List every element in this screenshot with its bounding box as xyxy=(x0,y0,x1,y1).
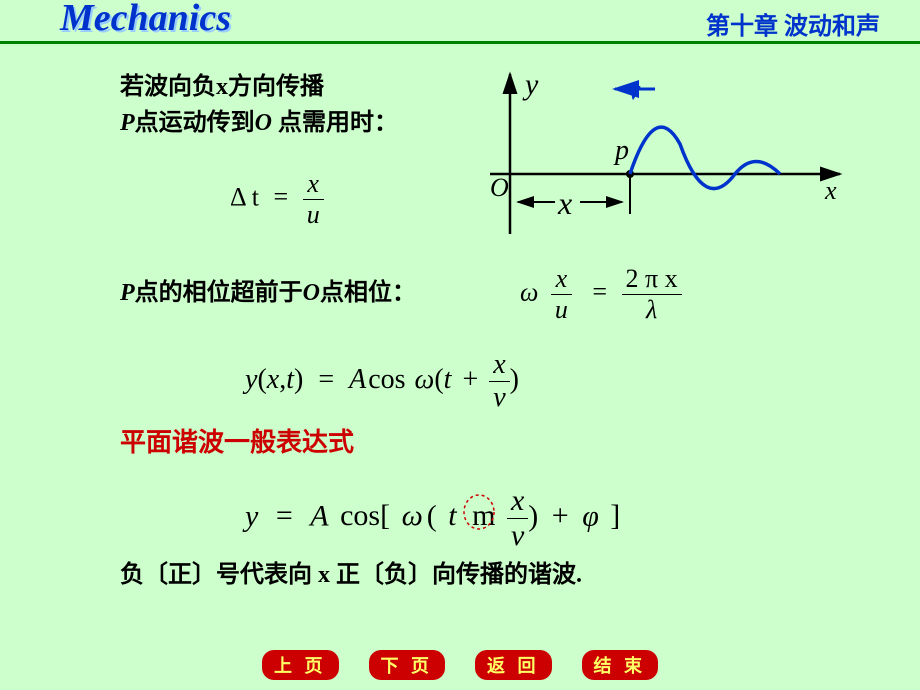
equation-phase: ω x u = 2 π x λ xyxy=(520,264,682,325)
e3cos: cos xyxy=(368,364,405,395)
t3d: 点相位： xyxy=(320,280,416,306)
num-x2: x xyxy=(551,264,572,295)
num-2pix: 2 π x xyxy=(622,264,682,295)
frac-xv2: x v xyxy=(507,484,528,553)
text-line-3: P点的相位超前于O点相位： xyxy=(120,272,416,307)
frac-xu: x u xyxy=(303,169,324,230)
t2d: 点需用时： xyxy=(278,110,398,136)
e4y: y xyxy=(245,499,258,532)
e3lp2: ( xyxy=(434,364,443,395)
num-x4: x xyxy=(507,484,528,519)
frac-xv: x v xyxy=(489,349,509,414)
e4om: ω xyxy=(402,499,423,532)
dotted-ellipse-icon xyxy=(462,493,496,531)
diagram-x-label: x xyxy=(824,176,837,205)
e4eq: = xyxy=(276,499,293,532)
den-u: u xyxy=(303,200,324,230)
den-v: v xyxy=(489,382,509,414)
end-button[interactable]: 结 束 xyxy=(582,650,659,680)
e3x: x xyxy=(267,364,279,395)
t3p: P xyxy=(120,280,135,306)
t3o: O xyxy=(303,280,320,306)
e3t2: t xyxy=(444,364,452,395)
e4lp: ( xyxy=(427,499,437,532)
diagram-y-label: y xyxy=(522,68,539,101)
equation-dt: Δ t = x u xyxy=(230,169,324,230)
frac-2pix: 2 π x λ xyxy=(622,264,682,325)
e3plus: + xyxy=(462,364,478,395)
num-x: x xyxy=(303,169,324,200)
dt-sym: Δ t xyxy=(230,182,259,211)
e4plus: + xyxy=(552,499,569,532)
back-button[interactable]: 返 回 xyxy=(475,650,552,680)
diagram-p-label: p xyxy=(613,135,629,166)
e3A: A xyxy=(349,364,366,395)
t2b: 点运动传到 xyxy=(135,110,255,136)
circled-sign: m xyxy=(468,499,499,533)
e4A: A xyxy=(310,499,328,532)
header-bar: Mechanics 第十章 波动和声 xyxy=(0,0,920,44)
equation-wave: y(x,t) = Acos ω(t + x v ) xyxy=(245,349,519,414)
e3t: t xyxy=(286,364,294,395)
brand-title: Mechanics xyxy=(60,0,231,40)
e3y: y xyxy=(245,364,257,395)
diagram-O-label: O xyxy=(490,173,509,202)
frac-xu2: x u xyxy=(551,264,572,325)
e4t: t xyxy=(448,499,456,532)
next-button[interactable]: 下 页 xyxy=(369,650,446,680)
e4cos: cos[ xyxy=(340,499,390,532)
diagram-v-label: v xyxy=(628,75,641,106)
eq-sign2: = xyxy=(592,277,607,306)
e4rp: ) xyxy=(528,499,538,532)
text-line-5: 负〔正〕号代表向 x 正〔负〕向传播的谐波. xyxy=(120,554,582,589)
text-p: P xyxy=(120,110,135,136)
text-line-1: 若波向负x方向传播 xyxy=(120,66,324,101)
eq-sign: = xyxy=(274,182,289,211)
num-x3: x xyxy=(489,349,509,382)
omega: ω xyxy=(520,277,538,306)
e3rp2: ) xyxy=(510,364,519,395)
text-line-2: P点运动传到O 点需用时： xyxy=(120,102,398,137)
wave-diagram: y O x p x v xyxy=(480,64,850,254)
e4phi: φ xyxy=(582,499,599,532)
den-v2: v xyxy=(507,519,528,553)
e4rb: ] xyxy=(610,499,620,532)
e3om: ω xyxy=(415,364,435,395)
e3lp: ( xyxy=(257,364,266,395)
text-line-4: 平面谐波一般表达式 xyxy=(120,422,354,459)
footer-nav: 上 页 下 页 返 回 结 束 xyxy=(0,650,920,680)
text-o: O xyxy=(255,110,278,136)
t3b: 点的相位超前于 xyxy=(135,280,303,306)
den-lambda: λ xyxy=(622,295,682,325)
den-u2: u xyxy=(551,295,572,325)
equation-general: y = A cos[ ω( t m x v ) + φ ] xyxy=(245,484,620,553)
diagram-x-dim: x xyxy=(557,185,572,221)
prev-button[interactable]: 上 页 xyxy=(262,650,339,680)
e3rp: ) xyxy=(294,364,303,395)
e3eq: = xyxy=(318,364,334,395)
chapter-title: 第十章 波动和声 xyxy=(706,6,880,41)
